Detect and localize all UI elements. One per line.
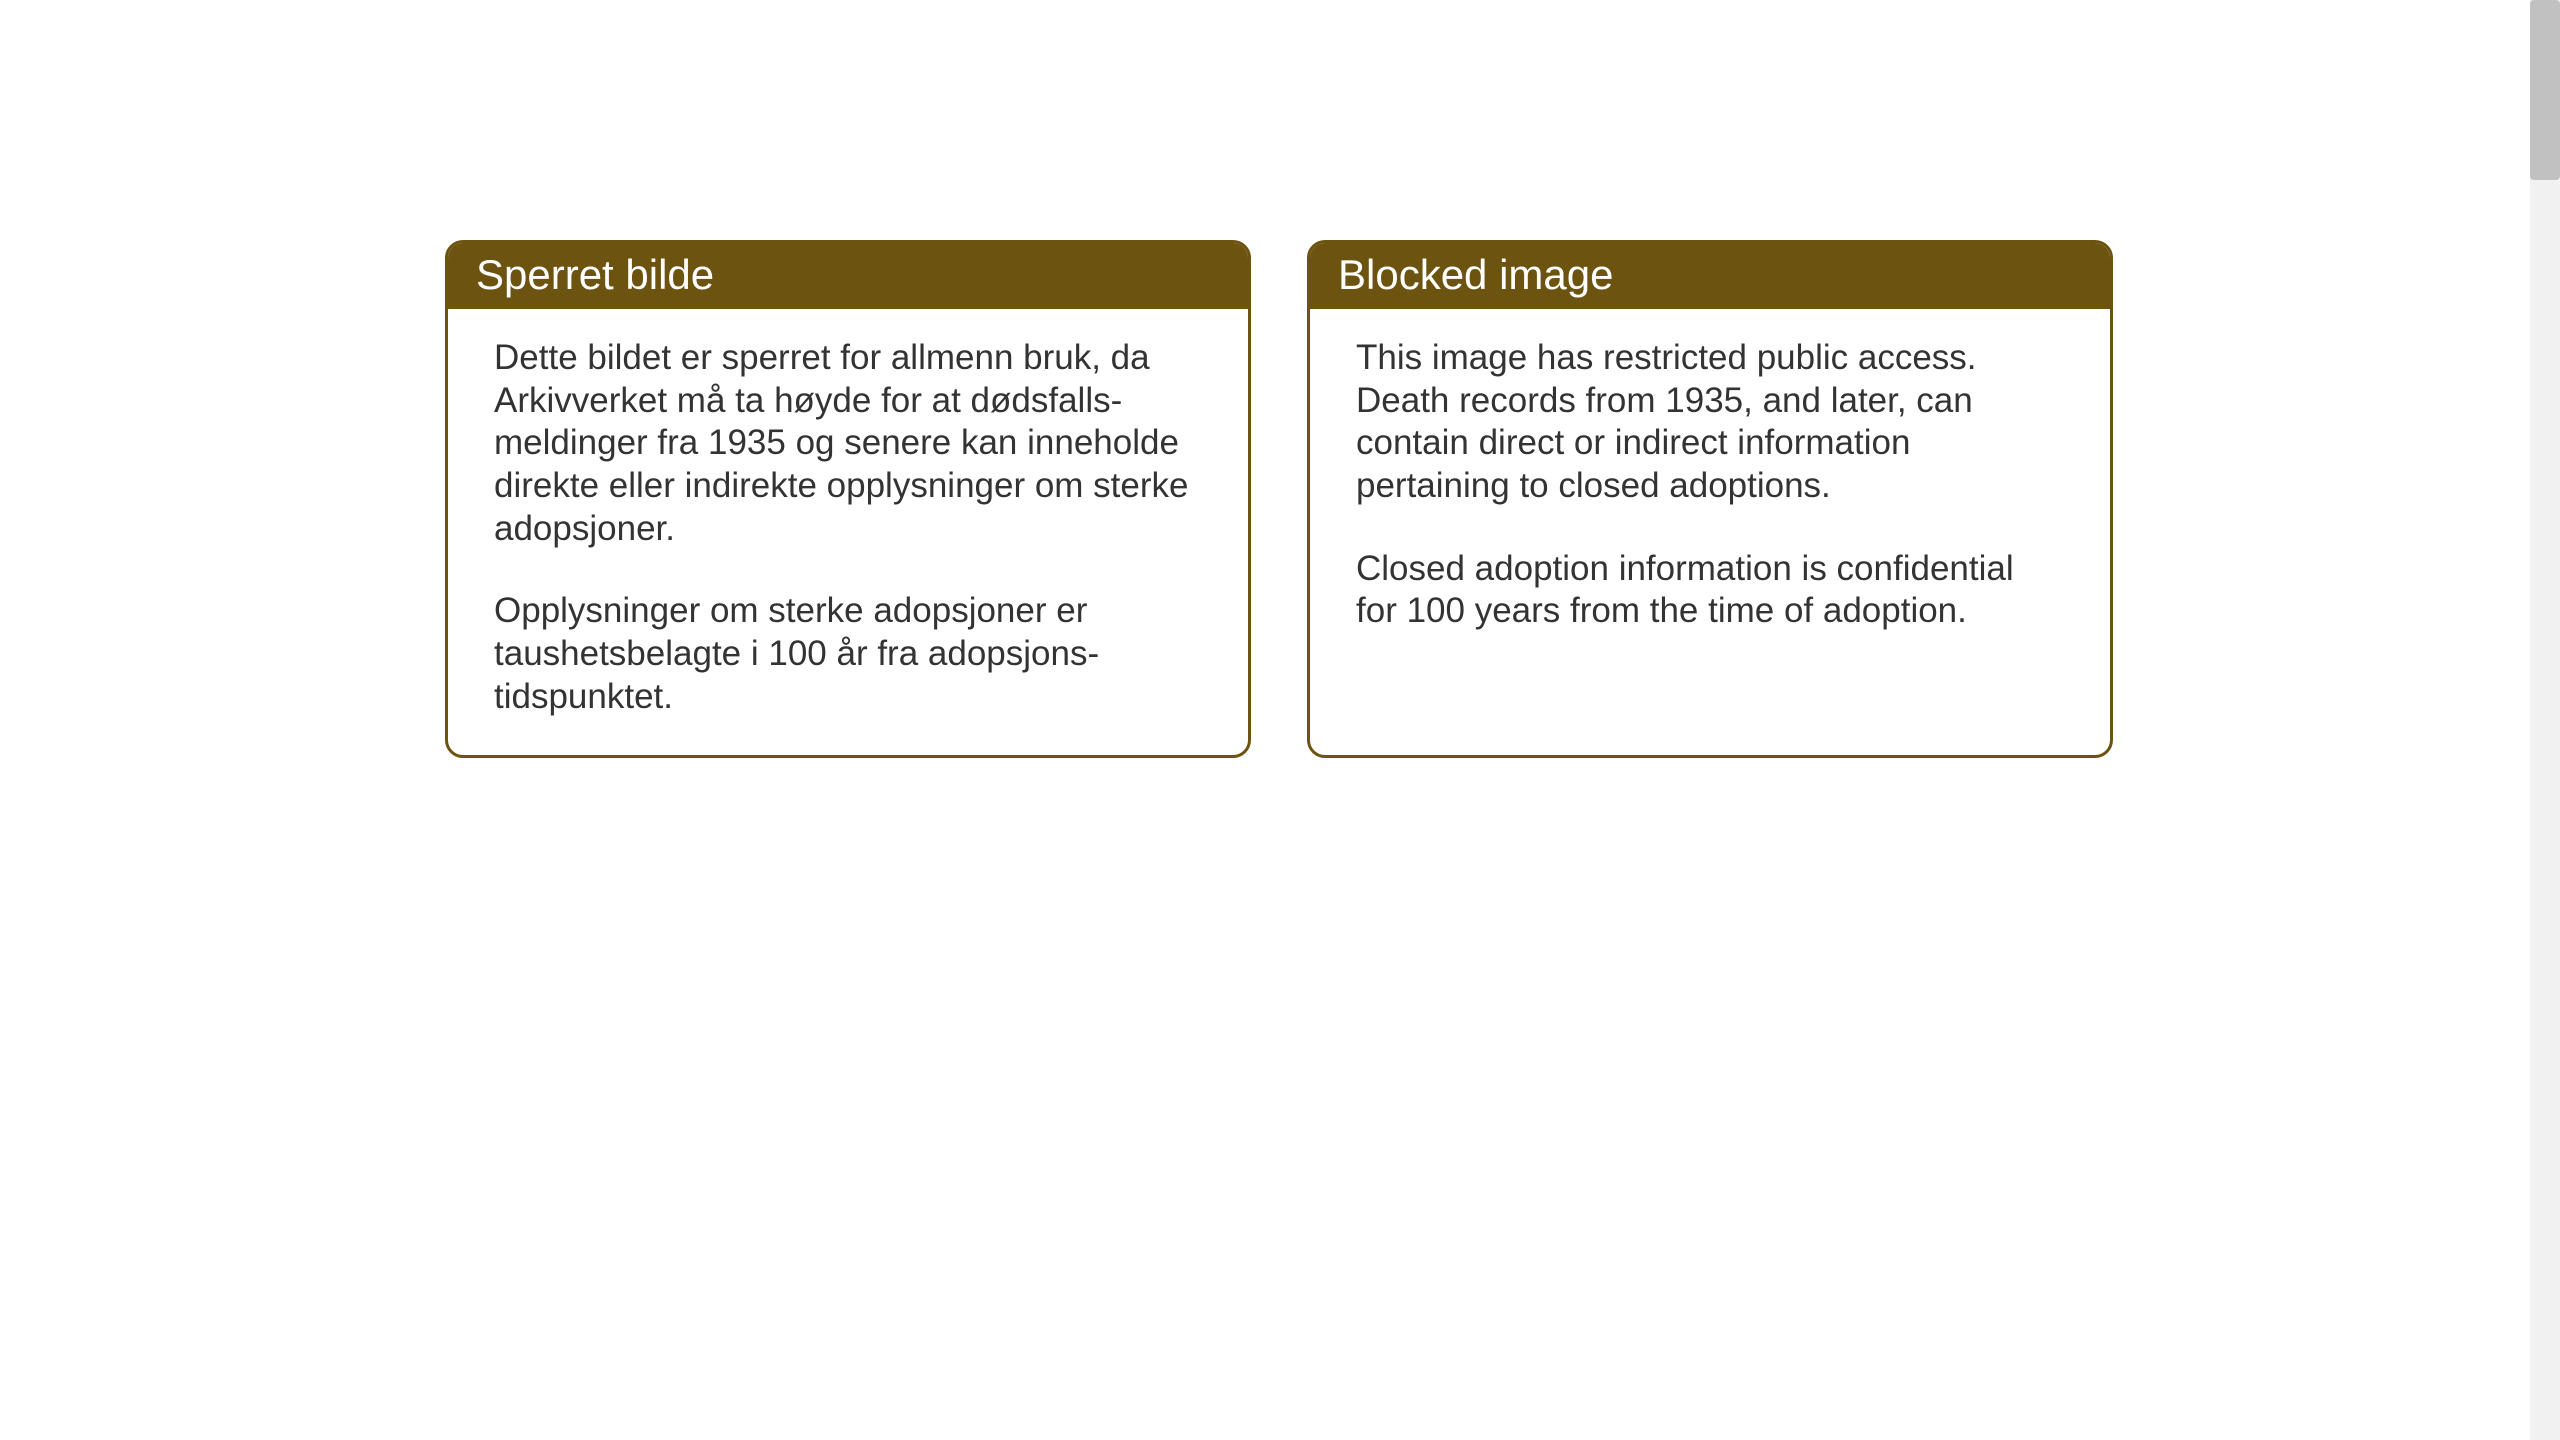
scrollbar-thumb[interactable] bbox=[2530, 0, 2560, 180]
notice-box-english: Blocked image This image has restricted … bbox=[1307, 240, 2113, 758]
notice-paragraph: Closed adoption information is confident… bbox=[1356, 548, 2064, 633]
notice-paragraph: Dette bildet er sperret for allmenn bruk… bbox=[494, 337, 1202, 550]
notice-body-english: This image has restricted public access.… bbox=[1310, 309, 2110, 669]
notice-paragraph: Opplysninger om sterke adopsjoner er tau… bbox=[494, 590, 1202, 718]
notice-box-norwegian: Sperret bilde Dette bildet er sperret fo… bbox=[445, 240, 1251, 758]
vertical-scrollbar[interactable] bbox=[2530, 0, 2560, 1440]
notice-paragraph: This image has restricted public access.… bbox=[1356, 337, 2064, 508]
notice-body-norwegian: Dette bildet er sperret for allmenn bruk… bbox=[448, 309, 1248, 755]
notice-header-english: Blocked image bbox=[1310, 243, 2110, 309]
notice-header-norwegian: Sperret bilde bbox=[448, 243, 1248, 309]
content-area: Sperret bilde Dette bildet er sperret fo… bbox=[0, 0, 2560, 758]
